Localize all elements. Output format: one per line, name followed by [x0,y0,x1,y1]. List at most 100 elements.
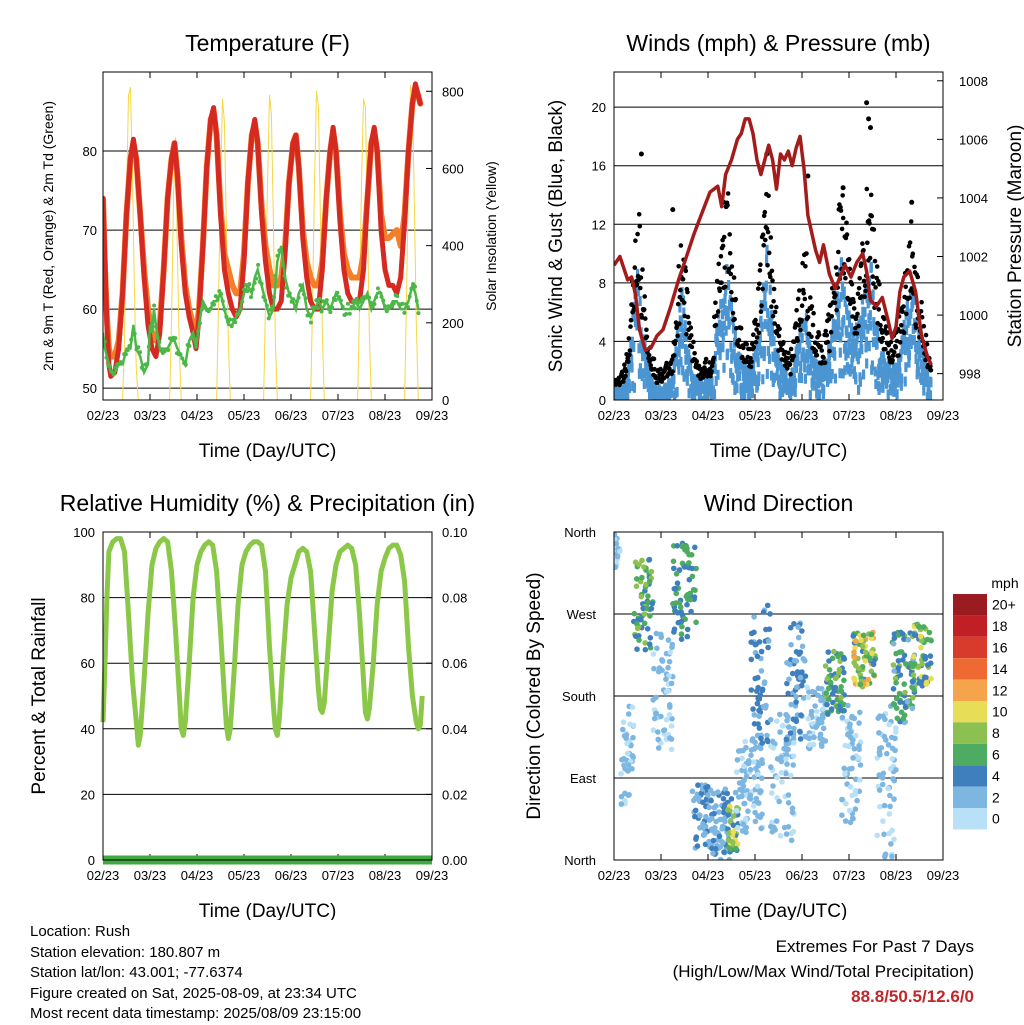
wind-point [918,348,922,358]
plot-area [100,536,432,865]
wind-point [847,339,851,350]
direction-point [684,548,690,555]
direction-point [876,787,883,793]
direction-point [720,840,726,846]
gust-point [780,347,785,353]
direction-point [670,558,677,565]
direction-point [921,674,928,680]
gust-point [713,300,718,306]
wind-point [768,317,772,328]
gust-point [760,232,766,237]
legend-swatch [953,636,987,659]
td-point [103,339,107,344]
gust-point [777,326,782,332]
y-axis-label: Sonic Wind & Gust (Blue, Black) [546,100,567,372]
direction-point [858,637,864,644]
direction-point [732,789,739,796]
gust-point [814,352,820,358]
wind-point [677,364,681,375]
direction-point [630,734,636,741]
x-tick-label: 04/23 [692,408,725,423]
gust-point [683,268,689,274]
direction-point [633,583,640,590]
gust-spike [868,125,873,131]
gust-point [768,274,773,280]
direction-point [839,796,845,803]
wind-point [679,333,683,344]
direction-point [886,811,893,817]
x-tick-label: 09/23 [927,868,960,883]
gust-point [771,286,777,292]
gust-point [803,264,808,269]
direction-point [693,565,699,572]
wind-point [925,377,929,387]
gust-spike [909,199,915,205]
direction-point [674,543,681,549]
gust-point [720,243,726,249]
wind-point [866,323,870,334]
direction-point [783,756,789,762]
direction-point [788,837,795,844]
direction-point [881,733,888,740]
direction-point [777,833,784,839]
y-tick-label: South [562,689,596,704]
gust-point [868,192,874,198]
direction-point [642,640,648,646]
gust-point [702,360,708,365]
wind-point [630,354,634,365]
wind-point [763,319,767,330]
td-point [250,287,255,292]
wind-point [682,330,687,341]
wind-point [890,378,895,389]
gust-point [643,316,648,321]
wind-point [825,358,829,369]
td-point [273,273,278,278]
direction-point [865,676,871,683]
td-point [259,281,264,286]
direction-point [811,734,817,741]
wind-point [750,382,754,393]
wind-point [865,292,869,303]
direction-point [842,771,848,777]
direction-point [706,817,713,823]
wind-point [828,340,832,351]
direction-point [654,645,660,652]
td-point [233,320,238,325]
wind-point [807,365,811,376]
wind-point [693,391,697,400]
x-tick-label: 02/23 [87,868,120,883]
direction-point [805,694,812,701]
direction-point [850,737,856,743]
wind-point [800,333,804,344]
wind-point [706,374,711,385]
direction-point [799,643,806,650]
wind-point [762,299,766,310]
wind-point [898,367,902,378]
direction-point [663,676,669,682]
wind-point [731,323,736,334]
gust-point [877,282,882,287]
wind-point [776,354,780,365]
td-point [268,307,273,312]
direction-point [895,665,901,671]
legend-swatch [953,679,987,701]
wind-point [857,326,861,337]
gust-point [874,264,880,269]
wind-point [844,350,848,361]
direction-point [717,844,724,850]
gust-point [759,303,764,309]
gust-point [893,344,899,350]
wind-point [672,362,676,373]
wind-point [636,268,640,279]
x-tick-label: 07/23 [322,868,355,883]
direction-point [622,790,628,797]
wind-point [808,390,812,400]
y-tick-label: 60 [83,302,97,317]
direction-point [900,657,906,663]
wind-point [908,315,912,326]
wind-point [681,365,685,376]
wind-point [758,331,762,342]
td-point [296,295,301,300]
wind-point [891,370,895,381]
direction-point [644,626,651,632]
